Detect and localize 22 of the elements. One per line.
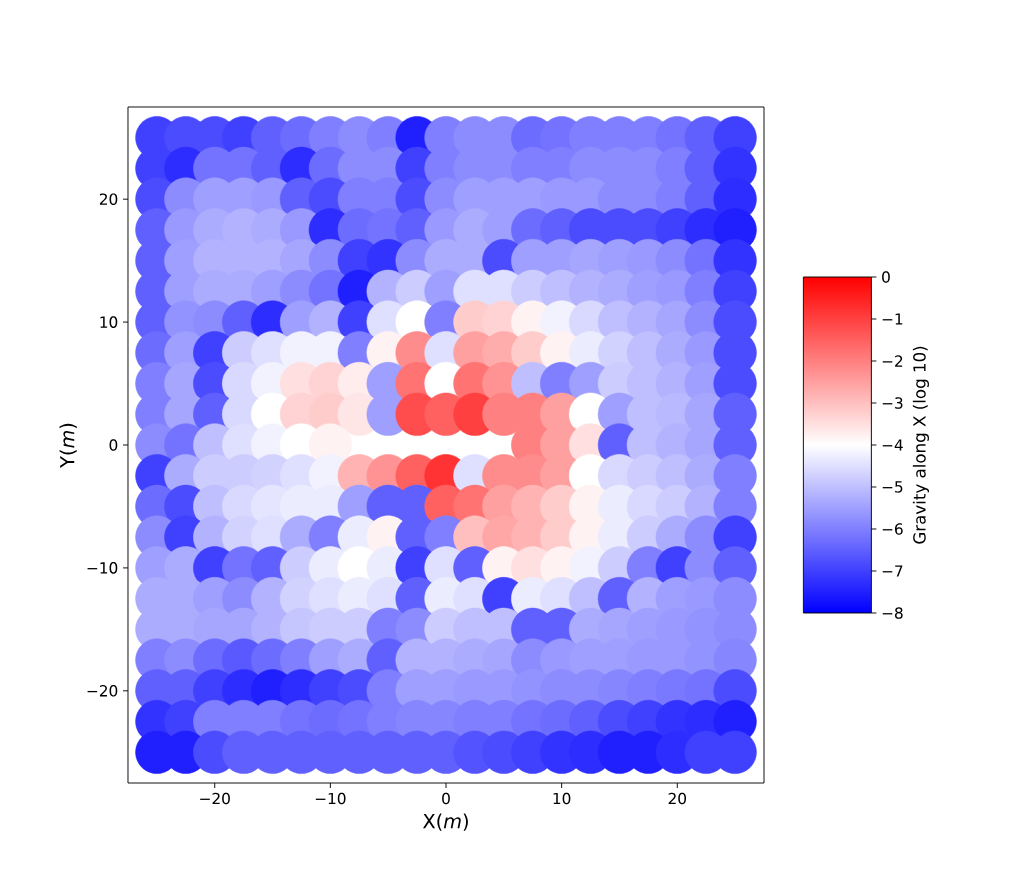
y-tick-label: 10 bbox=[100, 316, 118, 328]
color-bar-label: −6 bbox=[882, 523, 903, 535]
x-axis-title: X(m) bbox=[423, 813, 468, 831]
x-tick-label: −20 bbox=[200, 792, 230, 805]
color-bar-label: −3 bbox=[882, 397, 903, 409]
y-axis-title: Y(m) bbox=[59, 423, 77, 468]
x-tick-label: 20 bbox=[668, 792, 687, 805]
x-tick-label: 10 bbox=[553, 792, 571, 805]
color-bar-title: Gravity along X (log 10) bbox=[912, 346, 929, 544]
color-bar-label: −2 bbox=[882, 355, 903, 367]
y-tick-label: −10 bbox=[87, 562, 118, 574]
color-bar-label: −7 bbox=[882, 565, 903, 577]
y-tick-label: 20 bbox=[99, 193, 118, 205]
y-tick-label: −20 bbox=[87, 685, 118, 697]
color-bar-label: 0 bbox=[882, 271, 890, 283]
x-tick-label: 0 bbox=[442, 792, 450, 805]
color-bar-label: −8 bbox=[882, 607, 903, 619]
color-bar-label: −1 bbox=[882, 313, 903, 325]
color-bar-label: −5 bbox=[882, 481, 903, 493]
color-bar-label: −4 bbox=[882, 439, 903, 451]
x-tick-label: −10 bbox=[315, 792, 346, 805]
y-tick-label: 0 bbox=[109, 439, 118, 451]
